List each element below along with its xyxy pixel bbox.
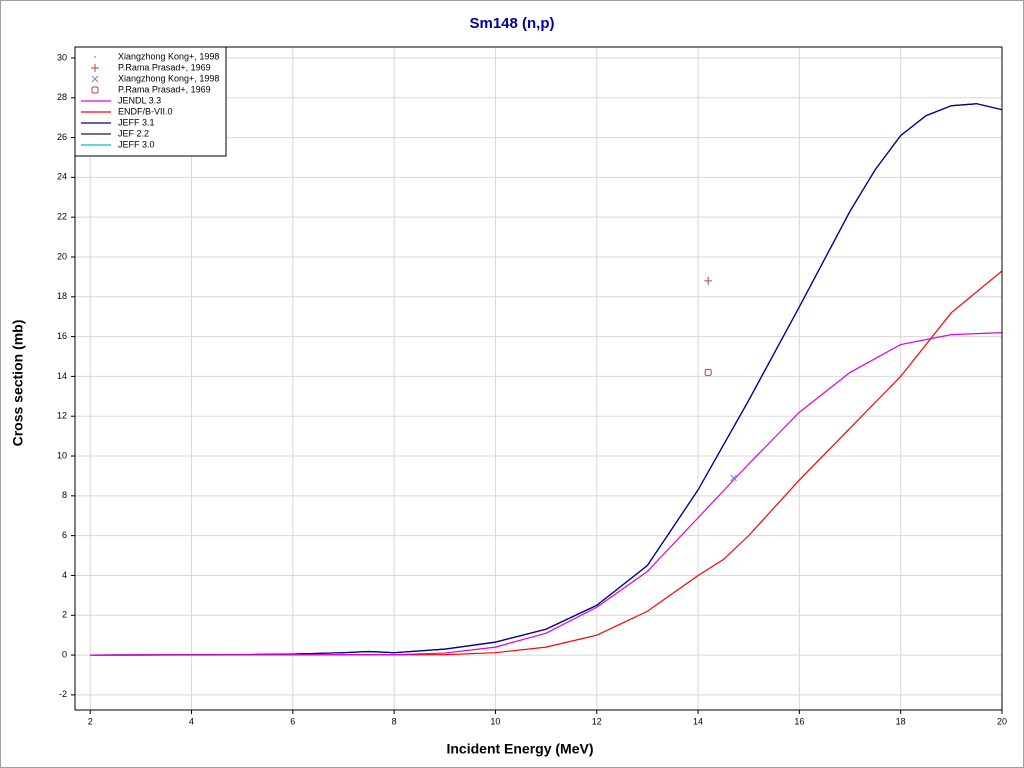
marker (730, 474, 737, 482)
legend-label: Xiangzhong Kong+, 1998 (118, 73, 219, 83)
y-tick-label: 26 (57, 132, 67, 142)
marker-square (91, 86, 99, 94)
x-tick-label: 6 (290, 716, 295, 726)
y-tick-label: 20 (57, 251, 67, 261)
y-tick-label: 2 (62, 610, 67, 620)
x-tick-label: 20 (997, 716, 1007, 726)
marker-square (704, 368, 712, 376)
y-tick-label: 12 (57, 411, 67, 421)
marker (91, 86, 99, 94)
marker (704, 276, 713, 285)
x-tick-label: 16 (794, 716, 804, 726)
series-line (90, 270, 1002, 656)
x-tick-label: 14 (693, 716, 703, 726)
x-tick-label: 10 (490, 716, 500, 726)
legend-label: ENDF/B-VII.0 (118, 106, 173, 116)
marker (91, 64, 99, 72)
x-tick-label: 2 (88, 716, 93, 726)
marker-dot (94, 56, 96, 58)
x-tick-label: 12 (592, 716, 602, 726)
legend-label: P.Rama Prasad+, 1969 (118, 62, 211, 72)
y-tick-label: 4 (62, 570, 67, 580)
marker (91, 75, 99, 83)
y-tick-label: 30 (57, 52, 67, 62)
y-tick-label: 8 (62, 490, 67, 500)
marker (704, 368, 712, 376)
x-tick-label: 18 (896, 716, 906, 726)
x-tick-label: 8 (392, 716, 397, 726)
y-tick-label: 6 (62, 530, 67, 540)
legend-label: JEFF 3.0 (118, 139, 155, 149)
marker-plus (91, 64, 99, 72)
series-line (90, 103, 1002, 656)
y-tick-label: 10 (57, 450, 67, 460)
plot-border (74, 46, 1003, 711)
marker-plus (704, 276, 713, 285)
legend-label: JEF 2.2 (118, 128, 149, 138)
series-line (90, 332, 1002, 656)
x-tick-label: 4 (189, 716, 194, 726)
y-tick-label: -2 (59, 689, 67, 699)
marker-cross (91, 75, 99, 83)
legend-label: JENDL 3.3 (118, 95, 161, 105)
y-tick-label: 18 (57, 291, 67, 301)
plot-area (75, 47, 1002, 710)
y-tick-label: 24 (57, 172, 67, 182)
legend-label: P.Rama Prasad+, 1969 (118, 84, 211, 94)
y-axis-label: Cross section (mb) (10, 320, 26, 447)
y-tick-label: 14 (57, 371, 67, 381)
marker-cross (730, 474, 737, 482)
chart-title: Sm148 (n,p) (469, 15, 554, 32)
x-axis-label: Incident Energy (MeV) (446, 741, 593, 757)
y-tick-label: 16 (57, 331, 67, 341)
marker (94, 56, 96, 58)
y-tick-label: 0 (62, 649, 67, 659)
legend-label: JEFF 3.1 (118, 117, 155, 127)
legend-label: Xiangzhong Kong+, 1998 (118, 51, 219, 61)
y-tick-label: 22 (57, 212, 67, 222)
y-tick-label: 28 (57, 92, 67, 102)
